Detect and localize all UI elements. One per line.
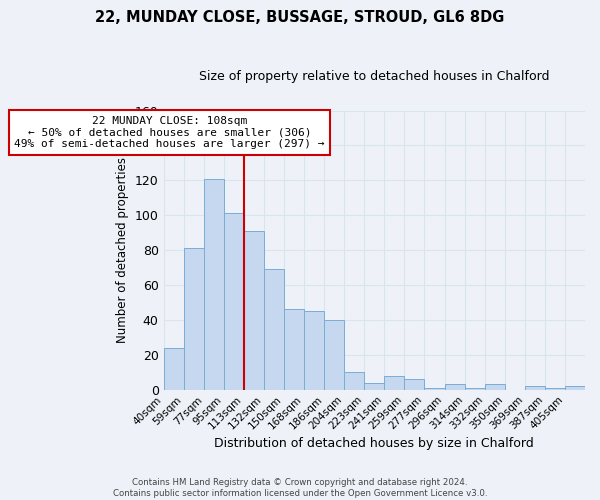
Bar <box>424 388 445 390</box>
Bar <box>204 178 224 390</box>
Y-axis label: Number of detached properties: Number of detached properties <box>116 157 130 343</box>
Bar <box>324 320 344 390</box>
Bar <box>485 384 505 390</box>
Bar <box>164 348 184 390</box>
Bar <box>385 376 404 390</box>
Bar <box>565 386 585 390</box>
Bar <box>184 248 204 390</box>
Bar <box>364 382 385 390</box>
Bar <box>545 388 565 390</box>
Text: 22, MUNDAY CLOSE, BUSSAGE, STROUD, GL6 8DG: 22, MUNDAY CLOSE, BUSSAGE, STROUD, GL6 8… <box>95 10 505 25</box>
Bar <box>404 380 424 390</box>
X-axis label: Distribution of detached houses by size in Chalford: Distribution of detached houses by size … <box>214 437 534 450</box>
Bar <box>344 372 364 390</box>
Bar <box>304 311 324 390</box>
Text: 22 MUNDAY CLOSE: 108sqm
← 50% of detached houses are smaller (306)
49% of semi-d: 22 MUNDAY CLOSE: 108sqm ← 50% of detache… <box>14 116 325 149</box>
Bar <box>244 231 264 390</box>
Bar <box>445 384 464 390</box>
Bar <box>525 386 545 390</box>
Text: Contains HM Land Registry data © Crown copyright and database right 2024.
Contai: Contains HM Land Registry data © Crown c… <box>113 478 487 498</box>
Bar <box>264 270 284 390</box>
Title: Size of property relative to detached houses in Chalford: Size of property relative to detached ho… <box>199 70 550 83</box>
Bar <box>224 214 244 390</box>
Bar <box>284 310 304 390</box>
Bar <box>464 388 485 390</box>
